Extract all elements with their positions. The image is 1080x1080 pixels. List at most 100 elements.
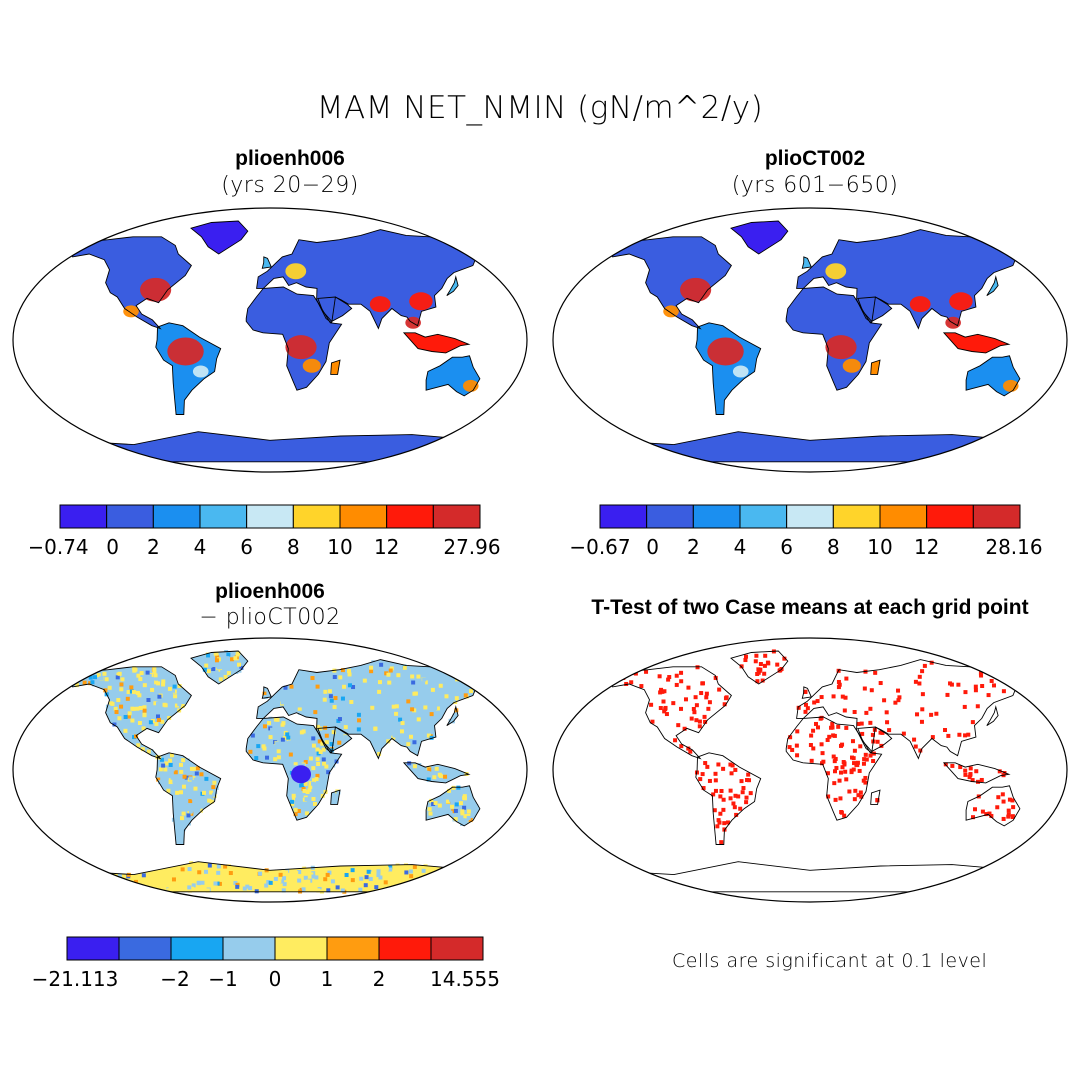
coastline — [190, 650, 249, 685]
grid-cell — [366, 869, 371, 874]
land-arabia — [857, 297, 892, 322]
grid-cell — [299, 730, 304, 735]
hotspot — [140, 277, 172, 302]
grid-cell — [119, 704, 124, 709]
grid-cell — [323, 877, 328, 882]
grid-cell — [403, 713, 408, 718]
grid-cell — [466, 809, 471, 814]
grid-cell — [208, 663, 213, 668]
grid-cell — [701, 786, 706, 791]
grid-cell — [239, 665, 244, 670]
grid-cell — [841, 760, 846, 765]
grid-cell — [211, 785, 216, 790]
coastline — [942, 332, 1011, 354]
grid-cell — [409, 734, 414, 739]
grid-cell — [262, 691, 267, 696]
grid-cell — [433, 885, 438, 890]
grid-cell — [166, 888, 171, 893]
grid-cell — [135, 690, 140, 695]
hotspot — [291, 765, 312, 784]
grid-cell — [364, 875, 369, 880]
grid-cell — [402, 665, 407, 670]
grid-cell — [729, 771, 734, 776]
grid-cell — [228, 871, 233, 876]
grid-cell — [135, 706, 140, 711]
grid-cell — [211, 667, 216, 672]
grid-cell — [297, 707, 302, 712]
grid-cell — [748, 791, 753, 796]
grid-cell — [235, 884, 240, 889]
coastline — [857, 296, 893, 322]
grid-cell — [304, 811, 309, 816]
grid-cell — [738, 806, 743, 811]
grid-cell — [167, 715, 172, 720]
colorbar-swatch — [646, 504, 694, 529]
grid-cell — [286, 735, 291, 740]
grid-cell — [282, 882, 287, 887]
grid-cell — [412, 708, 417, 713]
panel3-subtitle: − plioCT002 — [199, 605, 341, 630]
grid-cell — [317, 739, 322, 744]
grid-cell — [303, 759, 308, 764]
grid-cell — [956, 682, 961, 687]
grid-cell — [679, 679, 684, 684]
grid-cell — [929, 660, 934, 665]
grid-cell — [679, 706, 684, 711]
grid-cell — [378, 875, 383, 880]
grid-cell — [736, 794, 741, 799]
grid-cell — [141, 873, 146, 878]
grid-cell — [196, 808, 201, 813]
grid-cell — [117, 716, 122, 721]
map-border — [12, 637, 528, 903]
grid-cell — [743, 658, 748, 663]
grid-cell — [372, 865, 377, 870]
grid-cell — [442, 804, 447, 809]
grid-cell — [307, 788, 312, 793]
grid-cell — [371, 660, 376, 665]
coastline — [730, 220, 789, 255]
grid-cell — [214, 670, 219, 675]
grid-cell — [184, 775, 189, 780]
grid-cell — [180, 703, 185, 708]
hotspot — [842, 358, 861, 373]
grid-cell — [704, 695, 709, 700]
grid-cell — [374, 885, 379, 890]
grid-cell — [71, 879, 76, 884]
grid-cell — [130, 718, 135, 723]
grid-cell — [448, 810, 453, 815]
grid-cell — [805, 706, 810, 711]
grid-cell — [213, 789, 218, 794]
grid-cell — [658, 706, 663, 711]
grid-cell — [175, 790, 180, 795]
grid-cell — [686, 746, 691, 751]
grid-cell — [321, 747, 326, 752]
grid-cell — [168, 758, 173, 763]
colorbar-tick-label: 2 — [147, 535, 160, 559]
grid-cell — [120, 677, 125, 682]
grid-cell — [728, 788, 733, 793]
grid-cell — [945, 692, 950, 697]
grid-cell — [101, 871, 106, 876]
hotspot — [680, 277, 712, 302]
grid-cell — [119, 682, 124, 687]
grid-cell — [423, 864, 428, 869]
grid-cell — [854, 762, 859, 767]
grid-cell — [350, 878, 355, 883]
grid-cell — [897, 695, 902, 700]
grid-cell — [840, 765, 845, 770]
grid-cell — [176, 867, 181, 872]
grid-cell — [917, 674, 922, 679]
grid-cell — [358, 887, 363, 892]
grid-cell — [311, 766, 316, 771]
land-antarctica — [601, 431, 1019, 462]
grid-cell — [452, 868, 457, 873]
grid-cell — [397, 875, 402, 880]
grid-cell — [350, 868, 355, 873]
grid-cell — [814, 721, 819, 726]
grid-cell — [466, 815, 471, 820]
grid-cell — [788, 735, 793, 740]
grid-cell — [311, 778, 316, 783]
grid-cell — [896, 698, 901, 703]
grid-cell — [264, 883, 269, 888]
grid-cell — [187, 885, 192, 890]
